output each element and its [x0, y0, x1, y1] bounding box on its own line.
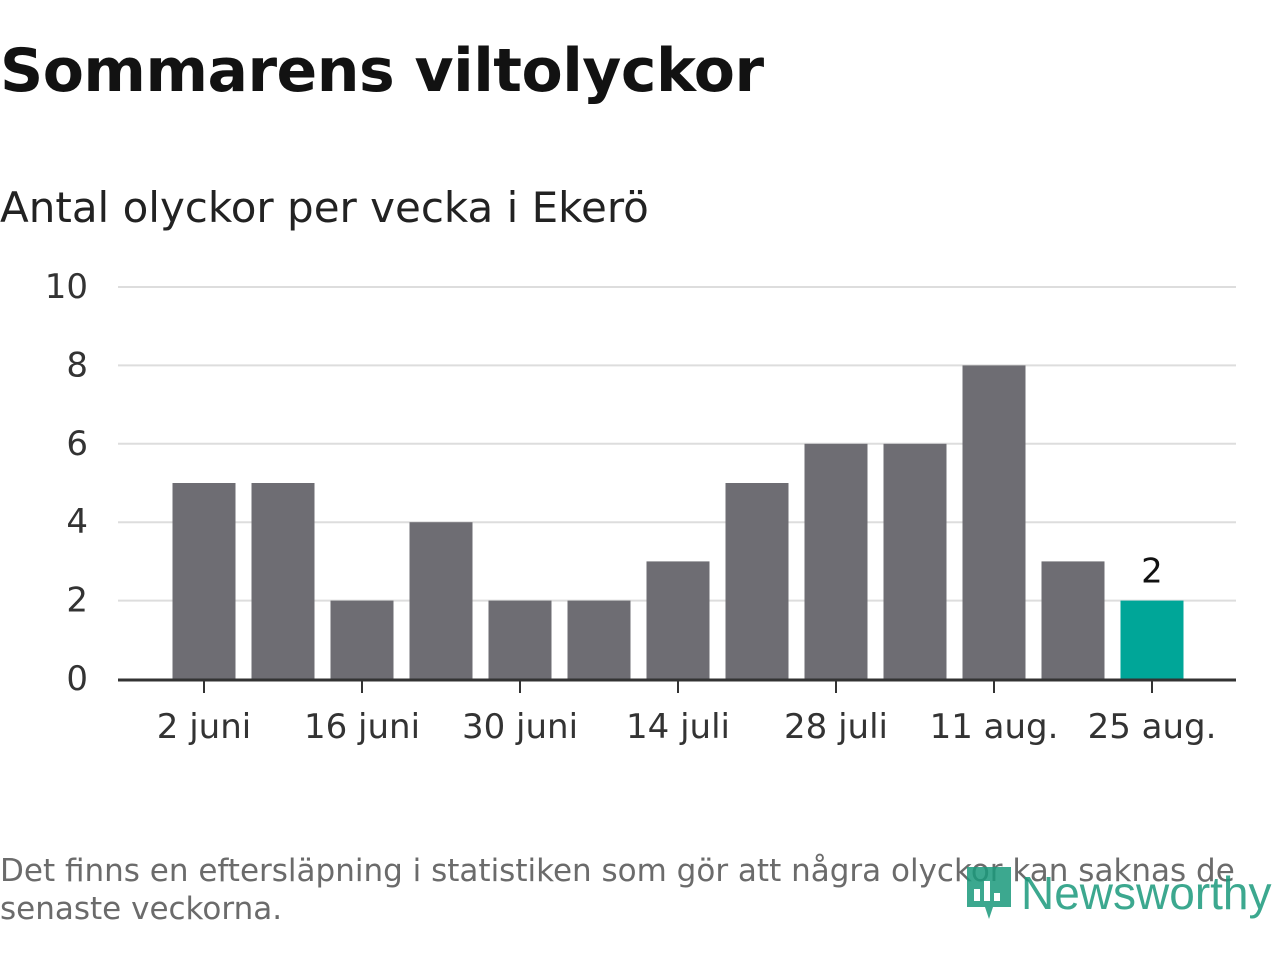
bar — [883, 443, 947, 679]
bar — [1120, 600, 1184, 679]
bar — [251, 483, 315, 679]
x-tick-label: 25 aug. — [1088, 707, 1217, 747]
x-tick-label: 28 juli — [784, 707, 888, 747]
data-label: 2 — [1141, 552, 1163, 592]
chart-title: Sommarens viltolyckor — [0, 36, 764, 106]
y-tick-label: 10 — [45, 267, 88, 307]
y-tick-label: 0 — [66, 659, 88, 699]
footnote: Det finns en eftersläpning i statistiken… — [0, 853, 1235, 927]
x-tick-label: 16 juni — [304, 707, 420, 747]
bar — [409, 522, 473, 679]
y-tick-label: 8 — [66, 345, 88, 385]
bar — [567, 600, 631, 679]
bar — [1041, 561, 1105, 679]
newsworthy-logo-text: Newsworthy — [1021, 867, 1272, 919]
x-tick-label: 2 juni — [157, 707, 251, 747]
bar — [488, 600, 552, 679]
bars — [172, 365, 1184, 679]
y-tick-label: 4 — [66, 502, 88, 542]
y-tick-label: 2 — [66, 581, 88, 621]
bar — [725, 483, 789, 679]
chart-subtitle: Antal olyckor per vecka i Ekerö — [0, 183, 649, 232]
x-tick-label: 14 juli — [626, 707, 730, 747]
x-tick-label: 30 juni — [462, 707, 578, 747]
x-axis-ticks: 2 juni 16 juni 30 juni 14 juli 28 juli 11 aug… — [157, 679, 1217, 747]
y-tick-label: 6 — [66, 424, 88, 464]
bar — [804, 443, 868, 679]
y-axis-ticks: 0 2 4 6 8 10 — [45, 267, 88, 699]
bar — [962, 365, 1026, 679]
x-tick-label: 11 aug. — [930, 707, 1059, 747]
newsworthy-logo: Newsworthy — [963, 858, 1272, 928]
bar-chart: 0 2 4 6 8 10 2 juni 16 juni 30 juni 14 juli 28 ju… — [45, 267, 1236, 747]
data-labels: 2 — [1141, 552, 1163, 592]
bar — [646, 561, 710, 679]
newsworthy-logo-icon — [967, 867, 1011, 919]
bar — [330, 600, 394, 679]
bar — [172, 483, 236, 679]
